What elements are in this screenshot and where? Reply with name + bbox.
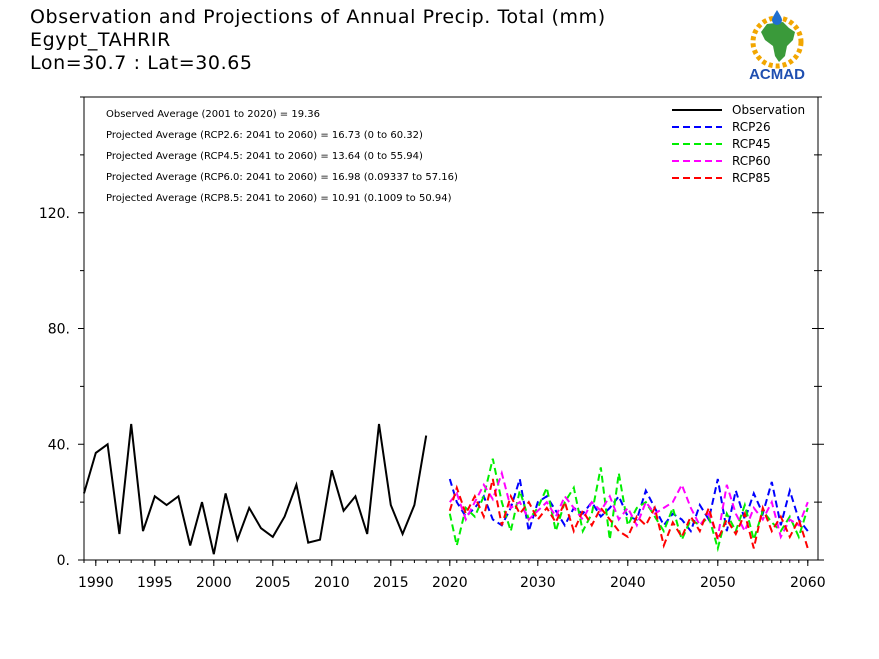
y-tick-label: 0. [57, 553, 70, 569]
y-tick-label: 80. [48, 322, 70, 338]
stats-line: Observed Average (2001 to 2020) = 19.36 [106, 109, 320, 120]
x-tick-label: 2060 [790, 575, 826, 591]
y-tick-label: 120. [39, 206, 70, 222]
series-line-rcp45 [448, 458, 809, 553]
stats-line: Projected Average (RCP6.0: 2041 to 2060)… [106, 172, 458, 183]
legend-label-rcp45: RCP45 [732, 137, 771, 151]
x-tick-label: 2005 [255, 575, 291, 591]
chart-title-block: Observation and Projections of Annual Pr… [30, 6, 606, 75]
x-tick-label: 2040 [610, 575, 646, 591]
legend-label-observation: Observation [732, 103, 805, 117]
logo-water-drop [772, 10, 782, 25]
station-coordinates: Lon=30.7 : Lat=30.65 [30, 52, 253, 74]
x-tick-label: 2050 [700, 575, 736, 591]
plot-frame [83, 96, 819, 561]
logo-text: ACMAD [749, 66, 805, 83]
legend-label-rcp60: RCP60 [732, 154, 771, 168]
x-tick-label: 2030 [520, 575, 556, 591]
x-tick-label: 2000 [196, 575, 232, 591]
series-line-rcp26 [448, 478, 809, 534]
series-line-rcp85 [448, 478, 809, 549]
logo-africa-shape [761, 22, 795, 62]
legend-label-rcp26: RCP26 [732, 120, 771, 134]
stats-line: Projected Average (RCP2.6: 2041 to 2060)… [106, 130, 423, 141]
x-tick-label: 2015 [373, 575, 409, 591]
station-name: Egypt_TAHRIR [30, 29, 171, 51]
x-tick-label: 1990 [78, 575, 114, 591]
x-tick-label: 2020 [432, 575, 468, 591]
x-tick-label: 1995 [137, 575, 173, 591]
chart-title: Observation and Projections of Annual Pr… [30, 6, 606, 28]
stats-line: Projected Average (RCP4.5: 2041 to 2060)… [106, 151, 423, 162]
stats-line: Projected Average (RCP8.5: 2041 to 2060)… [106, 193, 452, 204]
legend-label-rcp85: RCP85 [732, 171, 771, 185]
series-line-observation [83, 423, 428, 555]
x-tick-label: 2010 [314, 575, 350, 591]
y-tick-label: 40. [48, 437, 70, 453]
africa-map-logo-icon: ACMAD [749, 10, 805, 83]
